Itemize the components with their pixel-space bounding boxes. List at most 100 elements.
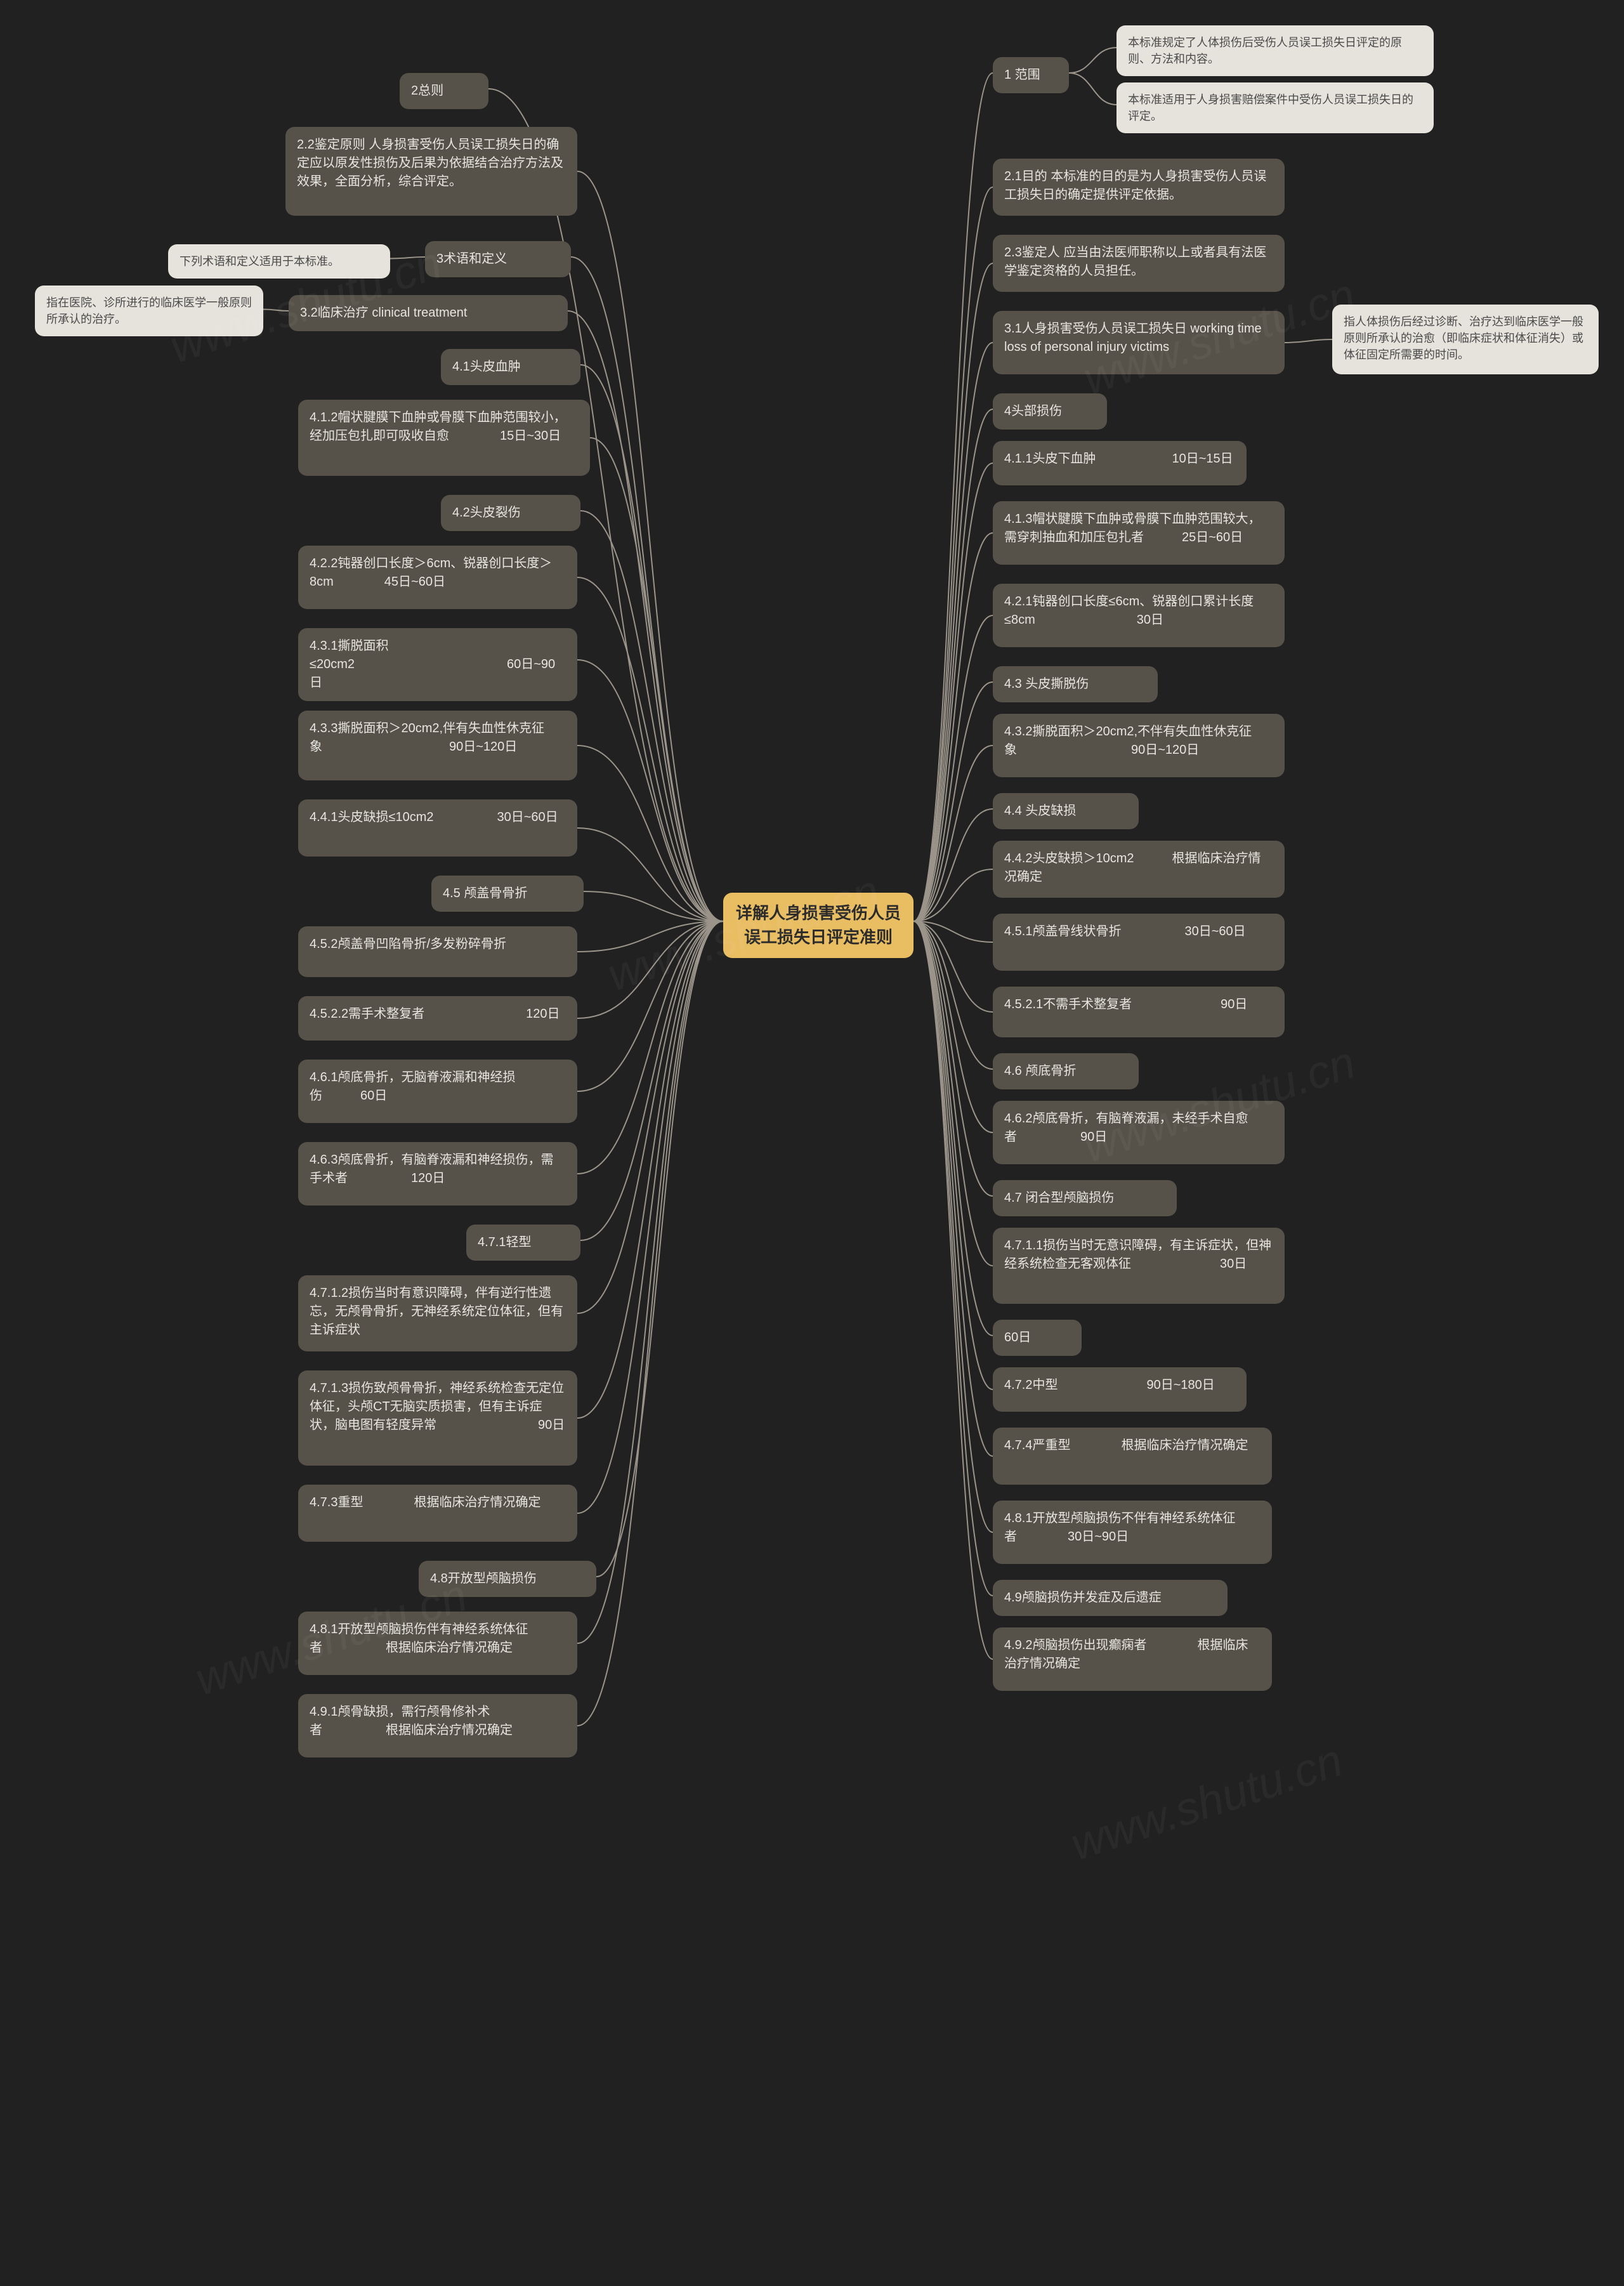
edge xyxy=(914,921,993,1532)
right-node-14[interactable]: 4.6 颅底骨折 xyxy=(993,1053,1139,1089)
left-node-5[interactable]: 4.1.2帽状腱膜下血肿或骨膜下血肿范围较小，经加压包扎即可吸收自愈 15日~3… xyxy=(298,400,590,476)
left-node-6[interactable]: 4.2头皮裂伤 xyxy=(441,495,580,531)
left-node-7[interactable]: 4.2.2钝器创口长度＞6cm、锐器创口长度＞8cm 45日~60日 xyxy=(298,546,577,609)
right-node-16[interactable]: 4.7 闭合型颅脑损伤 xyxy=(993,1180,1177,1216)
edge xyxy=(914,343,993,921)
edge xyxy=(914,921,993,1659)
left-node-4[interactable]: 4.1头皮血肿 xyxy=(441,349,580,385)
edge xyxy=(914,921,993,1012)
right-leaf-0-1[interactable]: 本标准适用于人身损害赔偿案件中受伤人员误工损失日的评定。 xyxy=(1116,82,1434,133)
left-node-1[interactable]: 2.2鉴定原则 人身损害受伤人员误工损失日的确定应以原发性损伤及后果为依据结合治… xyxy=(285,127,577,216)
right-node-23[interactable]: 4.9.2颅脑损伤出现癫痫者 根据临床治疗情况确定 xyxy=(993,1627,1272,1691)
right-node-19[interactable]: 4.7.2中型 90日~180日 xyxy=(993,1367,1247,1412)
edge xyxy=(577,921,723,952)
edge xyxy=(577,921,723,1418)
edge xyxy=(577,921,723,1726)
left-node-21[interactable]: 4.8.1开放型颅脑损伤伴有神经系统体征者 根据临床治疗情况确定 xyxy=(298,1612,577,1675)
edge xyxy=(577,921,723,1174)
right-leaf-3-0[interactable]: 指人体损伤后经过诊断、治疗达到临床医学一般原则所承认的治愈（即临床症状和体征消失… xyxy=(1332,305,1599,374)
right-leaf-0-0[interactable]: 本标准规定了人体损伤后受伤人员误工损失日评定的原则、方法和内容。 xyxy=(1116,25,1434,76)
edge xyxy=(914,921,993,1389)
right-node-2[interactable]: 2.3鉴定人 应当由法医师职称以上或者具有法医学鉴定资格的人员担任。 xyxy=(993,235,1285,292)
right-node-10[interactable]: 4.4 头皮缺损 xyxy=(993,793,1139,829)
mindmap-canvas: 详解人身损害受伤人员误工损失日评定准则 1 范围 本标准规定了人体损伤后受伤人员误工… xyxy=(0,0,1624,2286)
edge xyxy=(571,257,723,921)
edge xyxy=(577,577,723,921)
edge xyxy=(580,365,723,921)
edge xyxy=(914,615,993,921)
edge xyxy=(914,533,993,921)
edge xyxy=(1069,73,1116,105)
edge xyxy=(577,921,723,1018)
right-node-3[interactable]: 3.1人身损害受伤人员误工损失日 working time loss of pe… xyxy=(993,311,1285,374)
right-node-0[interactable]: 1 范围 xyxy=(993,57,1069,93)
edge xyxy=(914,921,993,1196)
right-node-1[interactable]: 2.1目的 本标准的目的是为人身损害受伤人员误工损失日的确定提供评定依据。 xyxy=(993,159,1285,216)
edge xyxy=(914,921,993,1456)
edge xyxy=(584,891,723,921)
left-node-10[interactable]: 4.4.1头皮缺损≤10cm2 30日~60日 xyxy=(298,799,577,857)
left-node-9[interactable]: 4.3.3撕脱面积＞20cm2,伴有失血性休克征象 90日~120日 xyxy=(298,711,577,780)
edge xyxy=(914,746,993,921)
center-node[interactable]: 详解人身损害受伤人员误工损失日评定准则 xyxy=(723,893,914,958)
right-node-6[interactable]: 4.1.3帽状腱膜下血肿或骨膜下血肿范围较大，需穿刺抽血和加压包扎者 25日~6… xyxy=(993,501,1285,565)
edge xyxy=(914,921,993,1266)
edge xyxy=(590,438,723,921)
right-node-12[interactable]: 4.5.1颅盖骨线状骨折 30日~60日 xyxy=(993,914,1285,971)
edge xyxy=(390,257,425,259)
edge xyxy=(577,746,723,921)
right-node-5[interactable]: 4.1.1头皮下血肿 10日~15日 xyxy=(993,441,1247,485)
edge xyxy=(577,171,723,921)
edge xyxy=(914,409,993,921)
edge xyxy=(914,921,993,942)
left-leaf-3-0[interactable]: 指在医院、诊所进行的临床医学一般原则所承认的治疗。 xyxy=(35,286,263,336)
right-node-20[interactable]: 4.7.4严重型 根据临床治疗情况确定 xyxy=(993,1428,1272,1485)
right-node-9[interactable]: 4.3.2撕脱面积＞20cm2,不伴有失血性休克征象 90日~120日 xyxy=(993,714,1285,777)
left-node-11[interactable]: 4.5 颅盖骨骨折 xyxy=(431,876,584,912)
left-node-14[interactable]: 4.6.1颅底骨折，无脑脊液漏和神经损伤 60日 xyxy=(298,1060,577,1123)
edge xyxy=(577,828,723,921)
left-node-20[interactable]: 4.8开放型颅脑损伤 xyxy=(419,1561,596,1597)
right-node-21[interactable]: 4.8.1开放型颅脑损伤不伴有神经系统体征者 30日~90日 xyxy=(993,1501,1272,1564)
edge xyxy=(914,921,993,1069)
edge xyxy=(263,310,289,312)
left-node-12[interactable]: 4.5.2颅盖骨凹陷骨折/多发粉碎骨折 xyxy=(298,926,577,977)
edge xyxy=(568,311,723,921)
edge xyxy=(577,660,723,921)
left-leaf-2-0[interactable]: 下列术语和定义适用于本标准。 xyxy=(168,244,390,279)
edge xyxy=(577,921,723,1513)
edge xyxy=(914,921,993,1133)
edge xyxy=(914,73,993,921)
left-node-19[interactable]: 4.7.3重型 根据临床治疗情况确定 xyxy=(298,1485,577,1542)
edge xyxy=(914,921,993,1336)
right-node-13[interactable]: 4.5.2.1不需手术整复者 90日 xyxy=(993,987,1285,1037)
right-node-11[interactable]: 4.4.2头皮缺损＞10cm2 根据临床治疗情况确定 xyxy=(993,841,1285,898)
right-node-17[interactable]: 4.7.1.1损伤当时无意识障碍，有主诉症状，但神经系统检查无客观体征 30日 xyxy=(993,1228,1285,1304)
edge xyxy=(577,921,723,1091)
right-node-7[interactable]: 4.2.1钝器创口长度≤6cm、锐器创口累计长度≤8cm 30日 xyxy=(993,584,1285,647)
left-node-15[interactable]: 4.6.3颅底骨折，有脑脊液漏和神经损伤，需手术者 120日 xyxy=(298,1142,577,1205)
right-node-22[interactable]: 4.9颅脑损伤并发症及后遗症 xyxy=(993,1580,1228,1616)
edge xyxy=(580,921,723,1240)
left-node-18[interactable]: 4.7.1.3损伤致颅骨骨折，神经系统检查无定位体征，头颅CT无脑实质损害，但有… xyxy=(298,1370,577,1466)
edge xyxy=(1069,48,1116,73)
right-node-18[interactable]: 60日 xyxy=(993,1320,1082,1356)
edge xyxy=(1285,339,1332,343)
left-node-8[interactable]: 4.3.1撕脱面积≤20cm2 60日~90日 xyxy=(298,628,577,701)
edge xyxy=(914,187,993,921)
left-node-0[interactable]: 2总则 xyxy=(400,73,488,109)
left-node-17[interactable]: 4.7.1.2损伤当时有意识障碍，伴有逆行性遗忘，无颅骨骨折，无神经系统定位体征… xyxy=(298,1275,577,1351)
edge xyxy=(914,869,993,921)
edge xyxy=(596,921,723,1577)
edge xyxy=(914,682,993,921)
right-node-8[interactable]: 4.3 头皮撕脱伤 xyxy=(993,666,1158,702)
left-node-22[interactable]: 4.9.1颅骨缺损，需行颅骨修补术者 根据临床治疗情况确定 xyxy=(298,1694,577,1757)
left-node-3[interactable]: 3.2临床治疗 clinical treatment xyxy=(289,295,568,331)
left-node-13[interactable]: 4.5.2.2需手术整复者 120日 xyxy=(298,996,577,1041)
edge xyxy=(580,511,723,921)
right-node-15[interactable]: 4.6.2颅底骨折，有脑脊液漏，未经手术自愈者 90日 xyxy=(993,1101,1285,1164)
edge xyxy=(914,921,993,1596)
left-node-2[interactable]: 3术语和定义 xyxy=(425,241,571,277)
left-node-16[interactable]: 4.7.1轻型 xyxy=(466,1225,580,1261)
right-node-4[interactable]: 4头部损伤 xyxy=(993,393,1107,430)
